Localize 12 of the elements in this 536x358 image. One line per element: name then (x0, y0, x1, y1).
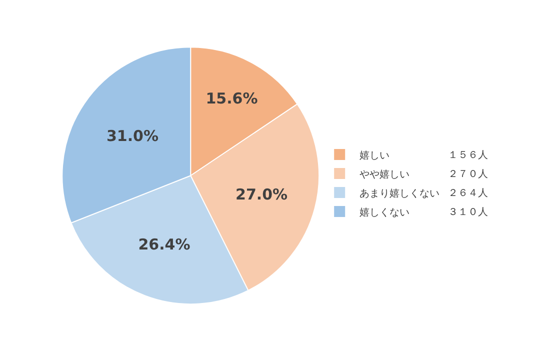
text: １５６人 (448, 150, 488, 161)
data-label: 27.0% (236, 185, 288, 204)
data-label: 31.0% (106, 127, 158, 146)
text: ２７０人 (448, 169, 488, 180)
legend-label: やや嬉しい (360, 169, 410, 180)
data-label: 15.6% (206, 90, 258, 108)
text: ３１０人 (448, 207, 488, 218)
legend-label: 嬉しい (360, 150, 390, 162)
text: ２６４人 (448, 188, 488, 199)
data-label: 26.4% (138, 236, 190, 254)
legend-label: 嬉しくない (360, 207, 410, 218)
legend-label: あまり嬉しくない (360, 188, 440, 200)
